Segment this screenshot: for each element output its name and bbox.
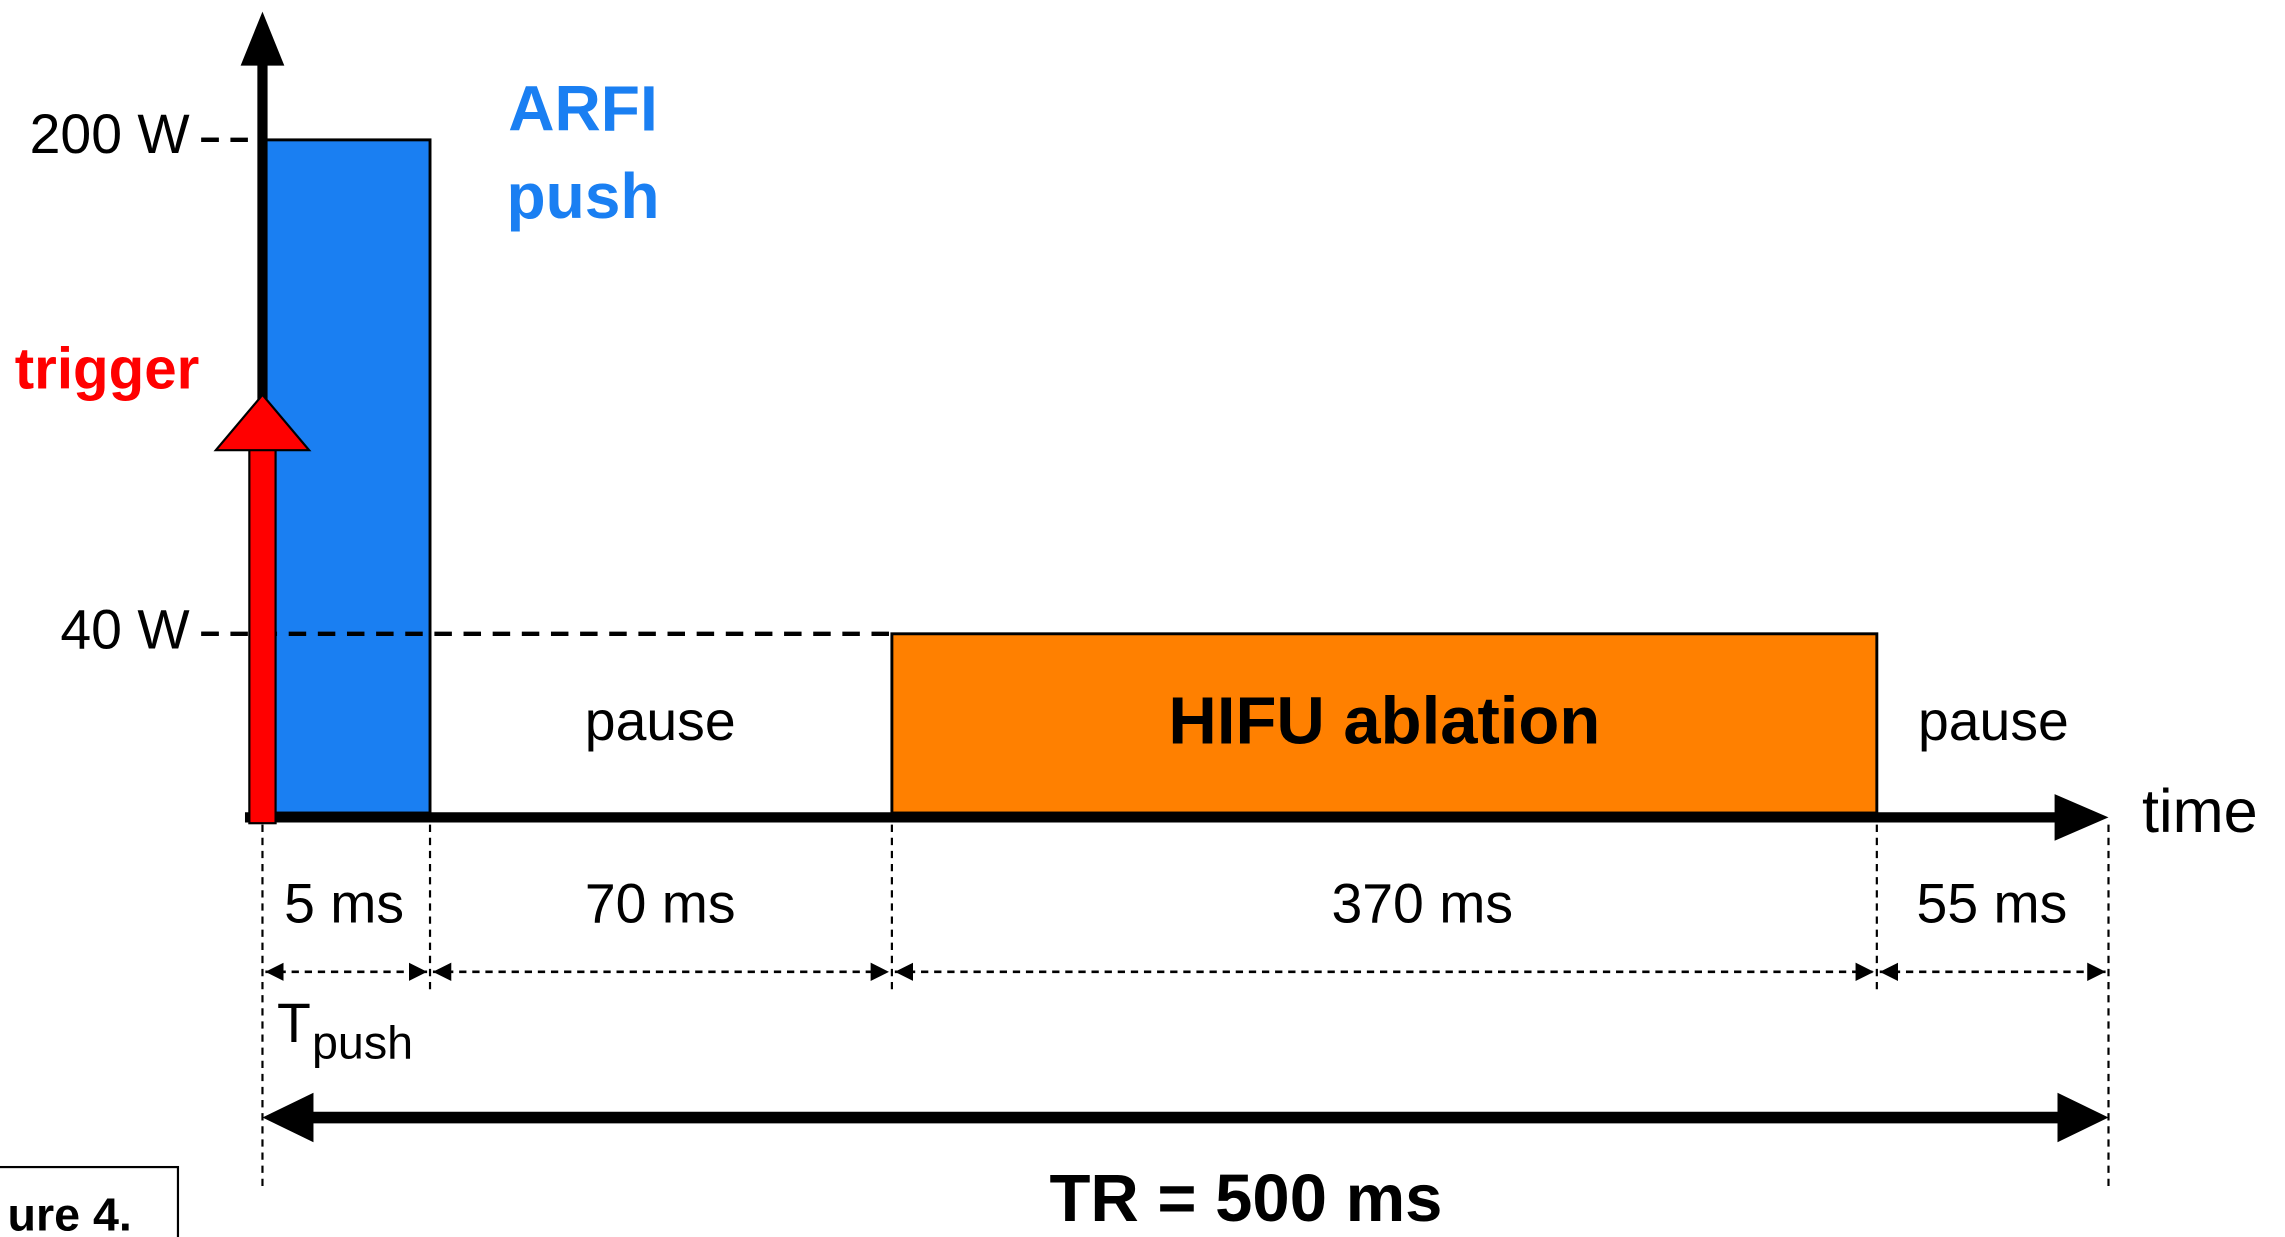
arfi-label: push — [506, 160, 659, 232]
pause-label: pause — [585, 690, 736, 752]
hifu-bar — [890, 632, 1879, 815]
caption: ure 4. — [7, 1188, 131, 1237]
total-label: TR = 500 ms — [1049, 1161, 1442, 1236]
pause-label: pause — [1918, 690, 2069, 752]
tr-arrow-head — [2057, 1092, 2109, 1143]
y-axis-arrow — [240, 11, 285, 66]
arfi-label: ARFI — [508, 73, 658, 145]
y-tick-label: 200 W — [30, 103, 191, 165]
hifu-label: HIFU ablation — [1168, 683, 1600, 758]
time-markers — [261, 824, 2110, 1188]
trigger-arrow-head — [213, 393, 312, 452]
duration-label: 55 ms — [1917, 872, 2068, 934]
x-axis-arrow — [2054, 794, 2109, 841]
arfi-bar — [261, 138, 432, 815]
trigger-label: trigger — [15, 336, 200, 401]
duration-label: 70 ms — [585, 872, 736, 934]
t-push-sub: push — [312, 1016, 413, 1068]
caption-box — [0, 1165, 180, 1237]
tr-arrow-head — [262, 1092, 314, 1143]
duration-label: 370 ms — [1331, 872, 1513, 934]
x-axis-label: time — [2142, 777, 2258, 845]
t-push-main: T — [277, 992, 311, 1054]
y-tick-label: 40 W — [60, 598, 190, 660]
duration-label: 5 ms — [284, 872, 404, 934]
trigger-arrow — [248, 444, 277, 825]
